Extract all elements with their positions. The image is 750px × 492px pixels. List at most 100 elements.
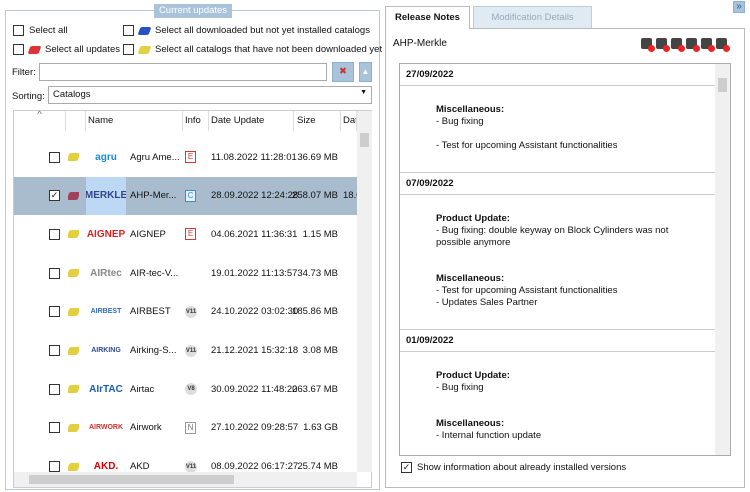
size: 185.86 MB — [292, 306, 338, 318]
column-dat[interactable]: Dat — [341, 111, 357, 131]
note-section-title: Miscellaneous: — [436, 418, 505, 429]
date-update: 24.10.2022 03:02:30 — [211, 306, 299, 318]
size: 1.63 GB — [303, 422, 338, 434]
horizontal-scrollbar[interactable] — [14, 472, 357, 487]
table-row[interactable]: agru Agru Ame... E 11.08.2022 11:28:01 3… — [14, 138, 357, 176]
row-checkbox[interactable] — [49, 383, 60, 395]
note-date: 27/09/2022 — [400, 64, 715, 86]
package-icon[interactable] — [716, 38, 730, 52]
vertical-scroll-thumb[interactable] — [360, 133, 369, 147]
toolbar — [637, 38, 730, 52]
vertical-scrollbar[interactable] — [357, 111, 372, 472]
catalog-logo: AIrTAC — [89, 383, 123, 395]
table-row[interactable]: AIRKING Airking-S... V11 21.12.2021 15:3… — [14, 332, 357, 370]
note-date: 01/09/2022 — [400, 330, 715, 352]
tab-release-notes[interactable]: Release Notes — [385, 6, 470, 29]
catalog-logo: AIRKING — [91, 347, 121, 354]
table-row[interactable]: AIRtec AIR-tec-V... 19.01.2022 11:13:57 … — [14, 254, 357, 292]
date-update: 04.06.2021 11:36:31 — [211, 228, 298, 240]
chevron-down-icon: ▼ — [360, 89, 367, 96]
database-icon[interactable] — [701, 38, 715, 52]
group-title: Current updates — [154, 4, 232, 18]
release-notes-panel — [385, 28, 745, 488]
note-line: - Bug fixing — [436, 382, 484, 393]
filter-label: Filter: — [12, 67, 36, 78]
export-icon[interactable] — [641, 38, 655, 52]
expand-panel-button[interactable]: » — [733, 1, 745, 13]
catalog-logo: AKD. — [93, 461, 119, 472]
version-badge: V8 — [185, 383, 197, 396]
table-row[interactable]: AKD. AKD V11 08.09.2022 06:17:27 25.74 M… — [14, 448, 357, 472]
target-icon[interactable] — [671, 38, 685, 52]
catalog-logo: AIGNEP — [86, 228, 126, 240]
size: 3.08 MB — [302, 345, 338, 356]
note-line: - Test for upcoming Assistant functional… — [436, 140, 618, 151]
table-row[interactable]: ✓ MERKLE AHP-Mer... C 28.09.2022 12:24:2… — [14, 176, 357, 215]
table-body: agru Agru Ame... E 11.08.2022 11:28:01 3… — [14, 138, 357, 472]
collapse-up-button[interactable]: ▲ — [359, 62, 372, 82]
column-info[interactable]: Info — [183, 111, 209, 131]
row-checkbox[interactable] — [49, 461, 60, 472]
table-row[interactable]: AIRWORK Airwork N 27.10.2022 09:28:57 1.… — [14, 409, 357, 447]
calculator-icon[interactable] — [656, 38, 670, 52]
catalog-table: ^ Name Info Date Update Size Dat agru Ag… — [13, 110, 372, 488]
dat: 18.0 — [343, 190, 357, 202]
notes-scroll-thumb[interactable] — [718, 78, 727, 92]
clear-filter-button[interactable]: ✖ — [332, 62, 354, 82]
select-downloaded-checkbox[interactable]: Select all downloaded but not yet instal… — [123, 25, 370, 36]
sorting-value: Catalogs — [53, 89, 91, 100]
row-checkbox[interactable] — [49, 267, 60, 279]
note-date: 07/09/2022 — [400, 173, 715, 195]
icon-column-header[interactable] — [66, 111, 86, 131]
note-line: - Updates Sales Partner — [436, 297, 538, 308]
catalog-name: AIRBEST — [130, 306, 171, 318]
column-name[interactable]: Name — [86, 111, 183, 131]
row-checkbox[interactable] — [49, 345, 60, 356]
select-not-downloaded-checkbox[interactable]: Select all catalogs that have not been d… — [123, 44, 382, 55]
select-all-checkbox[interactable]: Select all — [13, 25, 68, 36]
gear-icon[interactable] — [686, 38, 700, 52]
table-row[interactable]: AIRBEST AIRBEST V11 24.10.2022 03:02:30 … — [14, 293, 357, 331]
catalog-name: Airking-S... — [130, 345, 177, 356]
table-row[interactable]: AIrTAC Airtac V8 30.09.2022 11:48:20 263… — [14, 370, 357, 408]
catalog-status-icon — [68, 269, 79, 278]
row-checkbox[interactable] — [49, 228, 60, 240]
sort-column-header[interactable]: ^ — [14, 110, 66, 131]
note-section-title: Miscellaneous: — [436, 273, 505, 284]
note-section-title: Product Update: — [436, 213, 510, 224]
column-date-update[interactable]: Date Update — [209, 111, 294, 131]
select-updates-checkbox[interactable]: Select all updates — [13, 44, 120, 55]
notes-scrollbar[interactable] — [715, 64, 730, 455]
catalog-status-icon — [68, 307, 79, 316]
row-checkbox[interactable] — [49, 306, 60, 318]
horizontal-scroll-thumb[interactable] — [29, 475, 234, 484]
info-badge: E — [185, 228, 196, 241]
table-row[interactable]: AIGNEP AIGNEP E 04.06.2021 11:36:31 1.15… — [14, 215, 357, 253]
filter-input[interactable] — [39, 63, 327, 81]
row-checkbox[interactable]: ✓ — [49, 190, 60, 202]
catalog-name: AIR-tec-V... — [130, 267, 179, 279]
column-size[interactable]: Size — [294, 111, 341, 131]
row-checkbox[interactable] — [49, 151, 60, 163]
catalog-status-icon — [68, 385, 79, 394]
tab-modification-details[interactable]: Modification Details — [473, 6, 592, 28]
date-update: 21.12.2021 15:32:18 — [211, 345, 299, 356]
date-update: 27.10.2022 09:28:57 — [211, 422, 299, 434]
catalog-name: Airtac — [130, 383, 155, 395]
select-updates-label: Select all updates — [45, 44, 120, 55]
catalog-title: AHP-Merkle — [393, 38, 447, 49]
yellow-book-icon — [137, 45, 152, 54]
size: 263.67 MB — [292, 383, 338, 395]
catalog-status-icon — [68, 230, 79, 239]
size: 36.69 MB — [297, 151, 338, 163]
show-installed-checkbox[interactable]: ✓ Show information about already installe… — [401, 462, 627, 473]
catalog-name: AIGNEP — [130, 228, 166, 240]
release-note: 07/09/2022 Product Update: - Bug fixing: d… — [400, 173, 715, 330]
note-line: - Internal function update — [436, 430, 542, 441]
catalog-status-icon — [68, 346, 79, 355]
row-checkbox[interactable] — [49, 422, 60, 434]
select-all-label: Select all — [29, 25, 68, 36]
version-badge: V11 — [185, 305, 197, 318]
sorting-select[interactable]: Catalogs ▼ — [48, 86, 372, 104]
date-update: 11.08.2022 11:28:01 — [211, 151, 297, 163]
